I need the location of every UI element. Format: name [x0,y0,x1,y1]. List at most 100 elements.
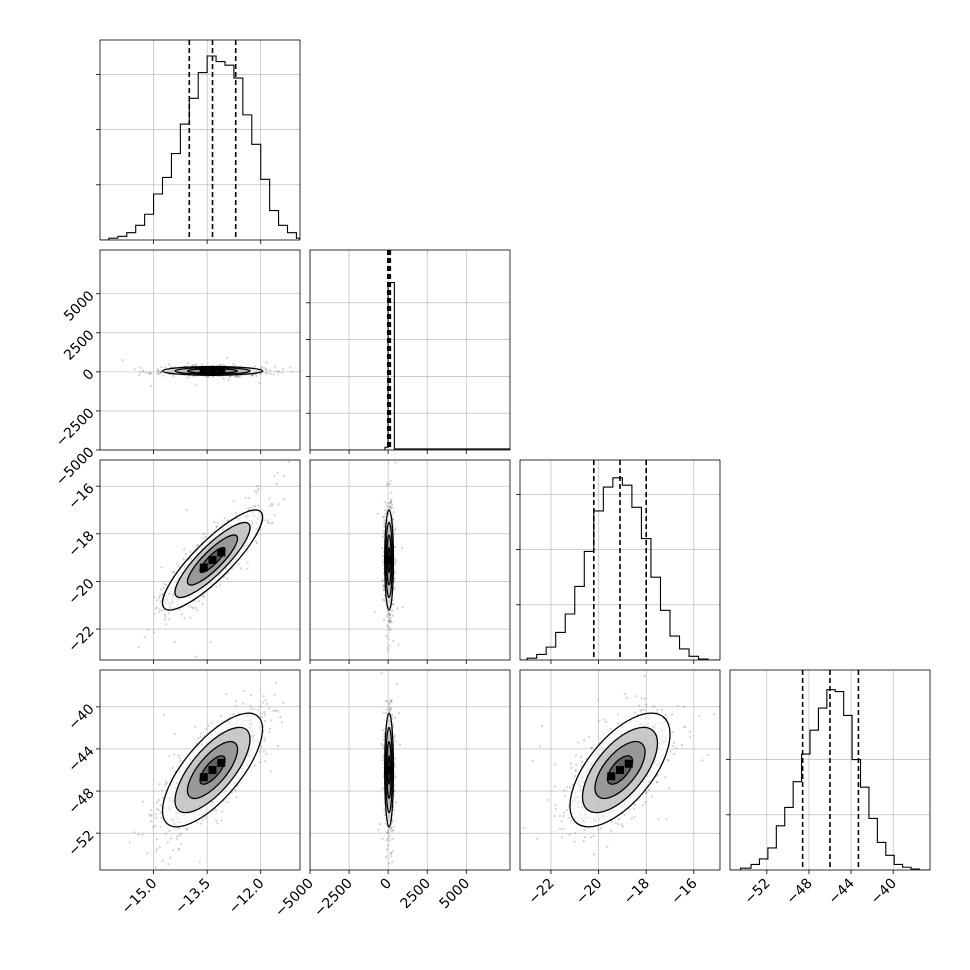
scatter-point [400,546,404,549]
scatter-point [357,430,359,432]
scatter-point [393,825,396,828]
scatter-point [386,646,389,649]
panel-frame-d0 [99,39,301,241]
scatter-point [232,362,235,365]
scatter-point [199,732,203,735]
scatter-point [202,532,205,536]
scatter-point [164,615,167,618]
scatter-point [158,608,161,611]
scatter-point [158,594,161,597]
scatter-point [194,606,198,610]
scatter-point [263,759,267,762]
scatter-point [387,505,390,508]
scatter-point [331,362,333,364]
scatter-point [157,369,160,372]
scatter-point [152,825,155,829]
scatter-point [279,716,282,719]
scatter-point [651,705,655,708]
scatter-point [237,562,240,566]
scatter-point [381,554,385,558]
scatter-point [389,616,392,619]
scatter-point [156,368,159,371]
scatter-point [389,480,392,483]
scatter-point [389,855,393,858]
scatter-point [158,845,161,849]
scatter-point [187,376,190,379]
scatter-point [238,375,242,378]
scatter-point [154,850,158,853]
scatter-point [388,612,391,615]
scatter-point [246,561,249,564]
scatter-point [382,759,385,762]
scatter-point [270,522,273,525]
scatter-point [583,739,586,742]
scatter-point [168,363,171,366]
scatter-point [588,735,591,738]
scatter-point [390,826,393,829]
scatter-point [204,816,207,819]
scatter-point [386,829,390,832]
scatter-point [382,515,386,519]
scatter-point [215,525,218,528]
scatter-point [263,739,266,742]
scatter-point [237,375,240,378]
scatter-point [150,814,153,817]
scatter-point [388,612,391,616]
scatter-point [381,580,384,583]
scatter-point [275,482,278,486]
scatter-point [189,616,192,619]
scatter-point [388,483,392,486]
scatter-point [388,619,391,622]
scatter-point [196,821,199,824]
scatter-point [689,735,692,739]
scatter-point [222,377,225,380]
scatter-point [154,607,157,610]
scatter-point [258,760,261,764]
scatter-point [232,499,235,503]
scatter-point [172,374,175,378]
scatter-point [160,789,164,792]
scatter-point [383,807,386,810]
scatter-point [579,755,582,759]
scatter-point [332,466,334,468]
scatter-point [389,827,392,830]
scatter-point [273,514,276,517]
scatter-point [177,565,180,568]
scatter-point [210,721,213,725]
scatter-point [95,674,97,676]
scatter-point [154,866,157,869]
scatter-point [634,711,637,714]
density-peak [208,366,217,375]
scatter-point [214,809,218,812]
scatter-point [394,527,397,530]
scatter-point [396,607,399,610]
scatter-point [386,625,389,628]
scatter-point [194,384,197,387]
scatter-point [385,615,388,618]
density-peak [199,366,208,375]
scatter-point [160,816,163,819]
scatter-point [184,552,188,556]
scatter-point [397,712,400,715]
scatter-point [390,621,393,624]
scatter-point [387,705,391,708]
scatter-point [223,575,226,579]
scatter-point [389,619,392,622]
scatter-point [390,830,393,833]
scatter-point [264,699,267,702]
scatter-point [295,651,297,653]
scatter-point [141,369,144,372]
scatter-point [188,605,192,608]
scatter-point [259,750,262,754]
scatter-point [183,548,186,551]
scatter-point [159,825,162,828]
scatter-point [219,714,223,717]
scatter-point [254,365,257,368]
scatter-point [741,756,743,758]
scatter-point [205,727,208,731]
scatter-point [163,618,167,621]
scatter-point [149,809,152,812]
scatter-point [177,848,180,851]
scatter-point [128,841,131,844]
scatter-point [149,372,153,375]
